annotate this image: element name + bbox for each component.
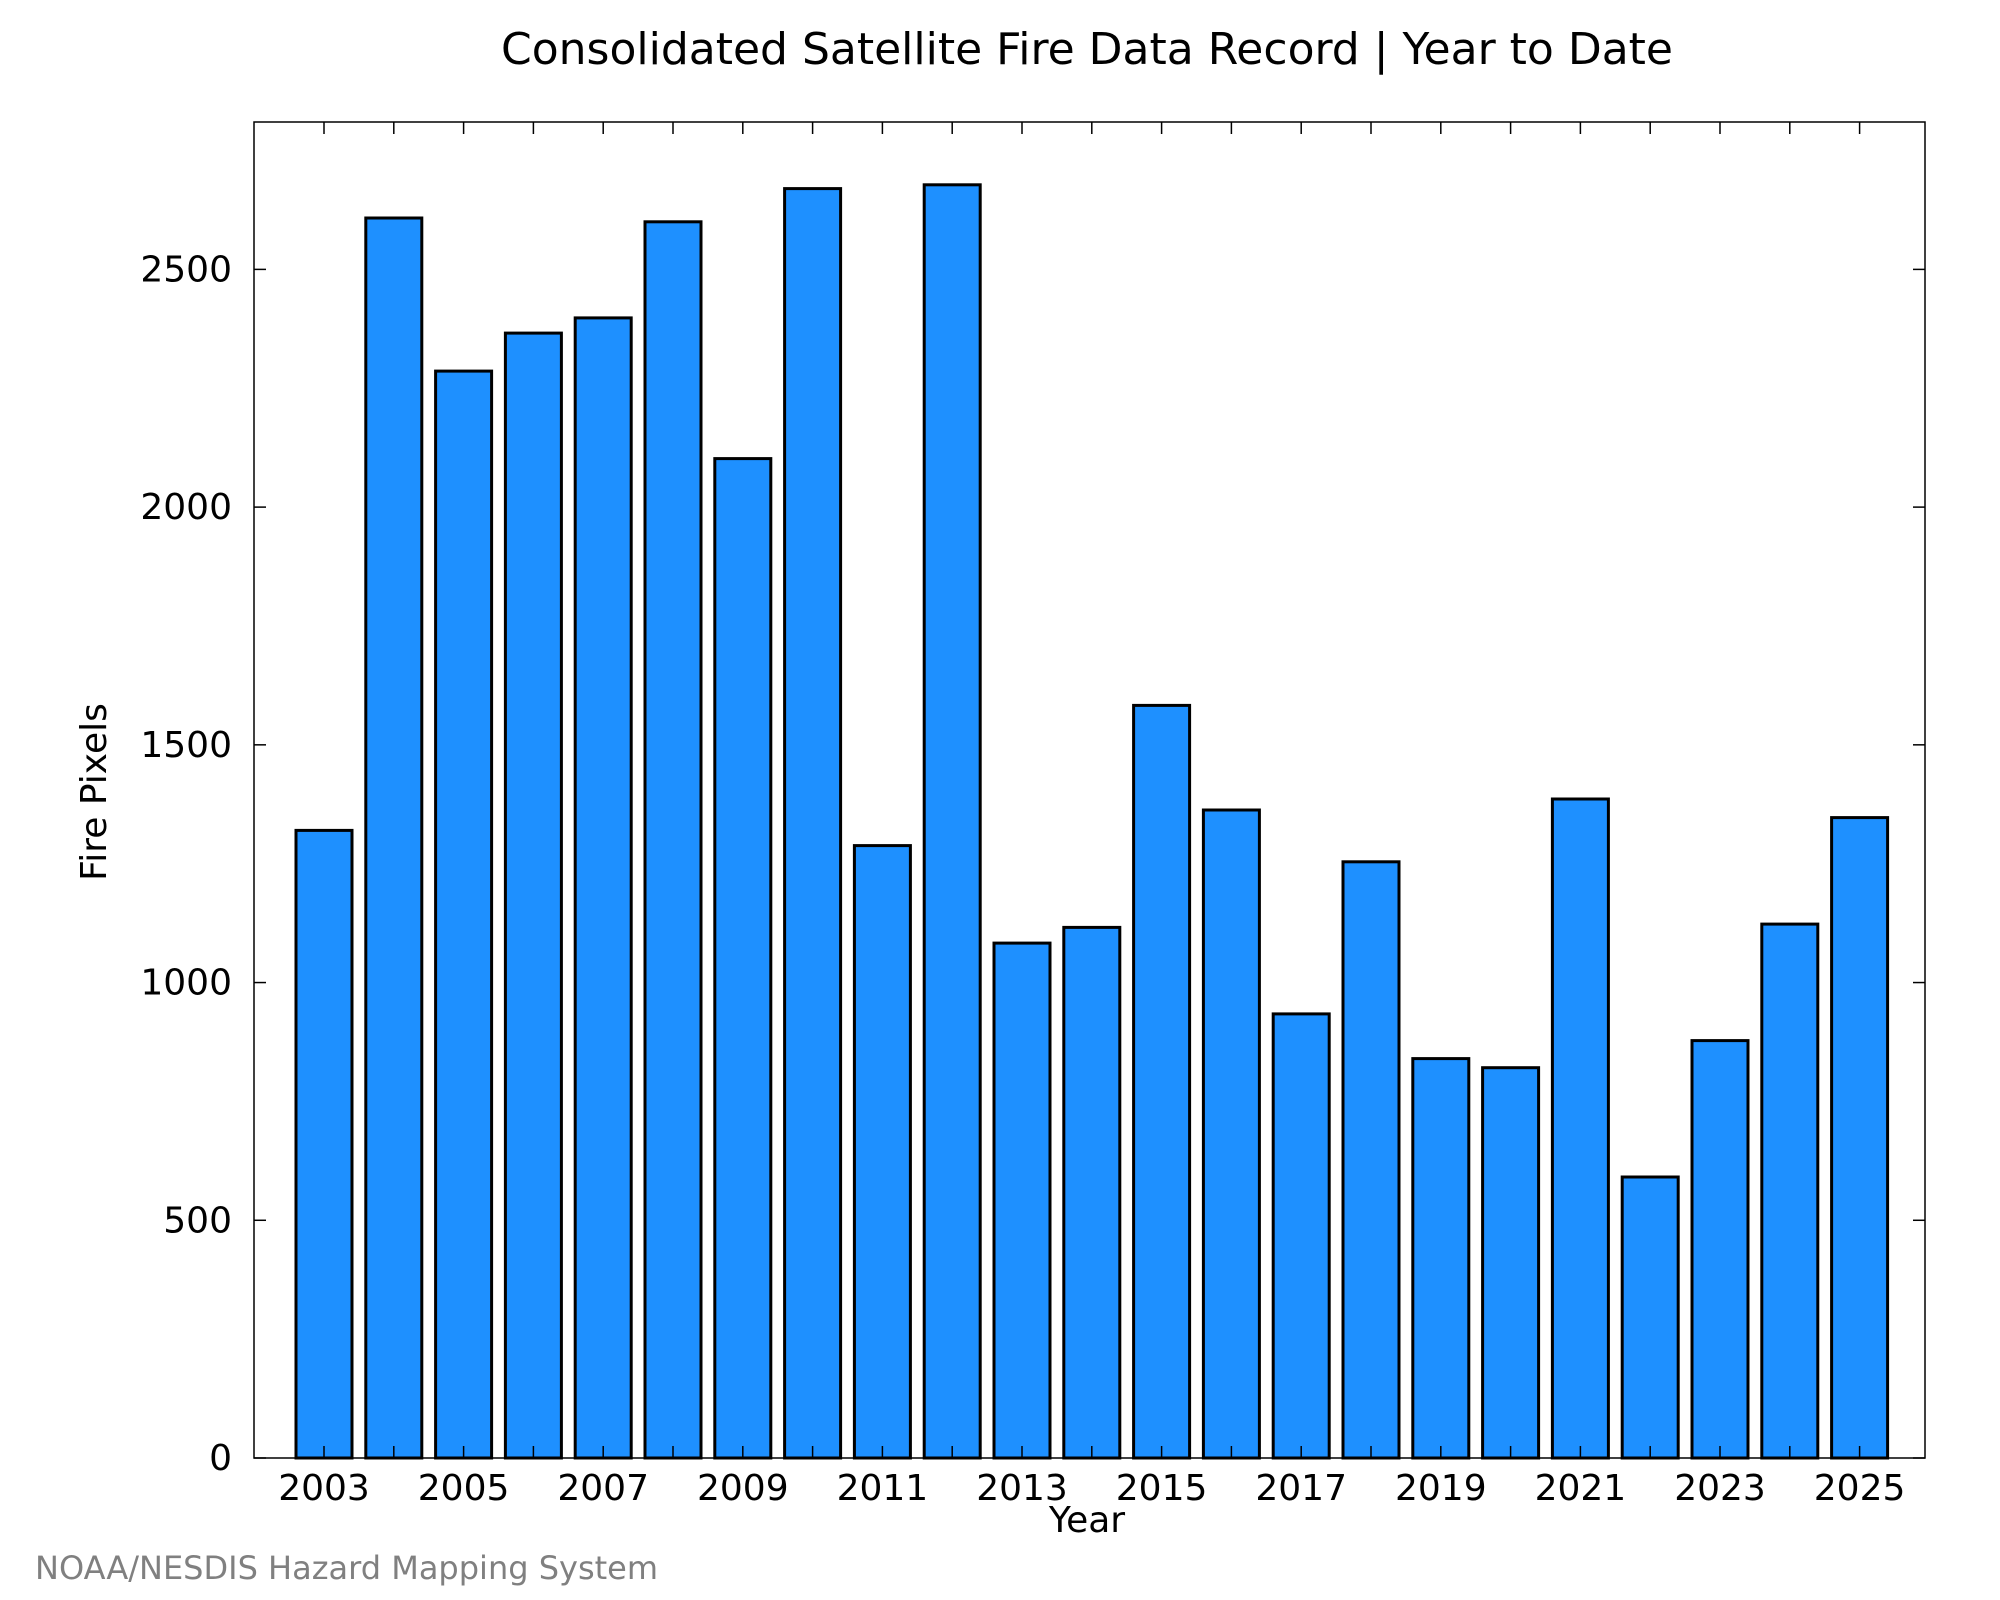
bar-2010 [783, 187, 843, 1460]
bar-2012 [922, 183, 982, 1460]
x-axis-title: Year [1048, 1500, 1125, 1541]
y-tick-label: 1500 [140, 725, 232, 766]
x-tick-label: 2015 [1116, 1468, 1208, 1509]
x-tick-label: 2009 [697, 1468, 789, 1509]
bar-2025 [1830, 816, 1890, 1460]
x-tick-label: 2025 [1814, 1468, 1906, 1509]
x-tick-label: 2017 [1255, 1468, 1347, 1509]
x-tick-label: 2011 [837, 1468, 929, 1509]
x-tick-label: 2023 [1674, 1468, 1766, 1509]
bar-2006 [503, 331, 563, 1460]
y-axis-title: Fire Pixels [74, 703, 115, 881]
x-tick-label: 2007 [557, 1468, 649, 1509]
x-tick-label: 2003 [278, 1468, 370, 1509]
y-tick-label: 0 [209, 1438, 232, 1479]
bar-2023 [1690, 1039, 1750, 1460]
y-tick-label: 2500 [140, 249, 232, 290]
bar-2004 [364, 216, 424, 1460]
bar-2014 [1062, 925, 1122, 1460]
x-tick-label: 2005 [418, 1468, 510, 1509]
bar-2024 [1760, 922, 1820, 1460]
bar-2003 [294, 828, 354, 1460]
y-tick-label: 2000 [140, 487, 232, 528]
bar-2022 [1620, 1175, 1680, 1460]
y-tick-label: 500 [163, 1200, 232, 1241]
bar-2013 [992, 941, 1052, 1460]
y-tick-label: 1000 [140, 963, 232, 1004]
bar-2017 [1271, 1012, 1331, 1460]
y-tick-labels: 0 500 1000 1500 2000 2500 [140, 249, 232, 1479]
bar-2008 [643, 220, 703, 1460]
bar-2007 [573, 316, 633, 1460]
bar-2020 [1481, 1066, 1541, 1460]
x-tick-label: 2013 [976, 1468, 1068, 1509]
x-tick-label: 2021 [1535, 1468, 1627, 1509]
bar-2016 [1201, 808, 1261, 1460]
bar-2005 [434, 369, 494, 1460]
x-tick-label: 2019 [1395, 1468, 1487, 1509]
bar-2019 [1411, 1057, 1471, 1460]
bars-group [294, 183, 1890, 1460]
chart-title: Consolidated Satellite Fire Data Record … [501, 24, 1673, 75]
bar-2009 [713, 457, 773, 1460]
bar-2018 [1341, 860, 1401, 1460]
footer-source: NOAA/NESDIS Hazard Mapping System [35, 1549, 658, 1587]
bar-2021 [1550, 797, 1610, 1460]
ticks-group [254, 122, 1925, 1459]
x-tick-labels: 2003 2005 2007 2009 2011 2013 2015 2017 2019 2021… [278, 1468, 1905, 1509]
bar-2015 [1132, 703, 1192, 1460]
bar-2011 [852, 844, 912, 1460]
